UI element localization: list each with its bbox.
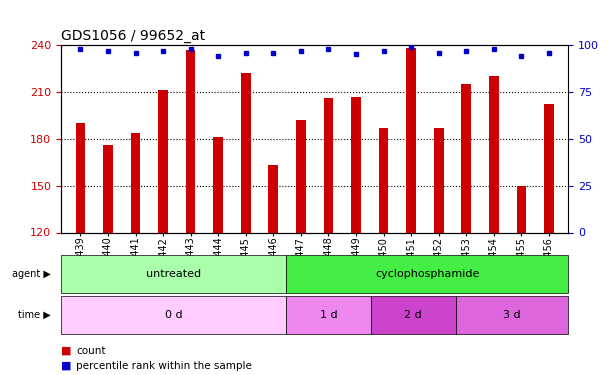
Text: ■: ■	[61, 361, 71, 370]
Bar	[287, 255, 568, 292]
Bar	[434, 128, 444, 232]
Bar	[76, 123, 85, 232]
Text: untreated: untreated	[146, 269, 202, 279]
Bar	[158, 90, 168, 232]
Bar	[461, 84, 471, 232]
Bar	[241, 73, 251, 232]
Bar	[268, 165, 278, 232]
Bar	[371, 296, 456, 334]
Bar	[406, 48, 416, 232]
Bar	[61, 255, 287, 292]
Text: agent ▶: agent ▶	[12, 269, 51, 279]
Bar	[186, 50, 196, 232]
Bar	[213, 137, 223, 232]
Text: GDS1056 / 99652_at: GDS1056 / 99652_at	[61, 28, 205, 43]
Bar	[287, 296, 371, 334]
Bar	[489, 76, 499, 232]
Text: cyclophosphamide: cyclophosphamide	[375, 269, 480, 279]
Text: 1 d: 1 d	[320, 310, 337, 320]
Bar	[544, 104, 554, 232]
Bar	[379, 128, 389, 232]
Bar	[103, 145, 113, 232]
Bar	[456, 296, 568, 334]
Text: time ▶: time ▶	[18, 310, 51, 320]
Text: ■: ■	[61, 346, 71, 355]
Text: 3 d: 3 d	[503, 310, 521, 320]
Bar	[351, 97, 361, 232]
Bar	[324, 98, 333, 232]
Text: percentile rank within the sample: percentile rank within the sample	[76, 361, 252, 370]
Text: 2 d: 2 d	[404, 310, 422, 320]
Text: 0 d: 0 d	[165, 310, 183, 320]
Bar	[131, 132, 141, 232]
Bar	[516, 186, 526, 232]
Text: count: count	[76, 346, 106, 355]
Bar	[61, 296, 287, 334]
Bar	[296, 120, 306, 232]
